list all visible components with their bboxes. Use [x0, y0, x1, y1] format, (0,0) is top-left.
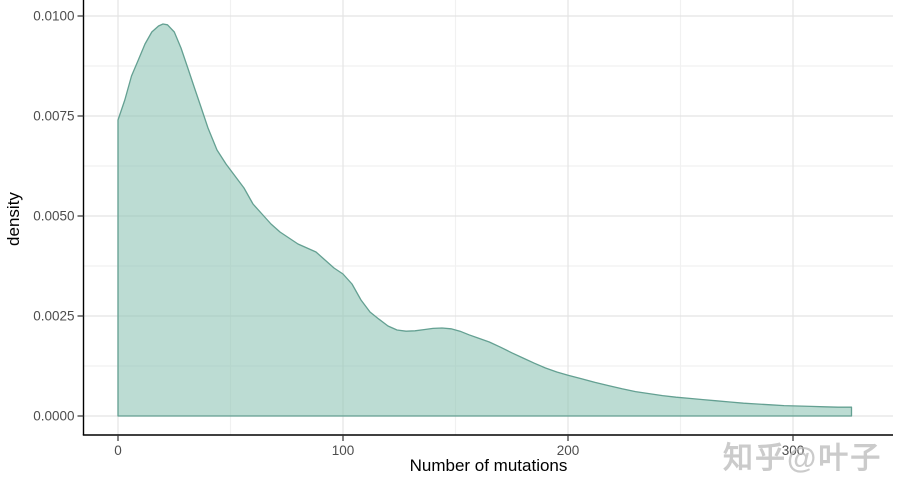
x-tick-label: 300 — [782, 443, 805, 458]
x-axis-title-text: Number of mutations — [409, 456, 568, 475]
y-tick-label: 0.0025 — [33, 309, 74, 324]
density-area — [117, 23, 853, 417]
x-tick-label: 0 — [114, 443, 122, 458]
x-axis-title: Number of mutations — [0, 456, 897, 476]
y-tick-label: 0.0000 — [33, 409, 74, 424]
y-axis-title: density — [4, 109, 24, 329]
y-tick-label: 0.0050 — [33, 209, 74, 224]
y-tick-label: 0.0100 — [33, 9, 74, 24]
y-tick-label: 0.0075 — [33, 109, 74, 124]
y-axis-title-text: density — [4, 192, 23, 246]
x-tick-label: 100 — [332, 443, 355, 458]
x-tick-label: 200 — [557, 443, 580, 458]
